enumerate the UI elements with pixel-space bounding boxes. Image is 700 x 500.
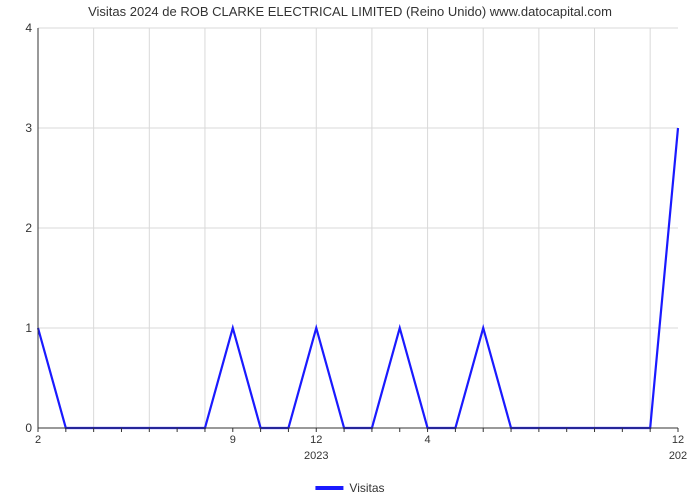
y-tick-label: 2 (25, 221, 32, 235)
legend-swatch (315, 486, 343, 490)
x-year-label: 202 (653, 450, 700, 462)
y-tick-label: 4 (25, 21, 32, 35)
y-tick-label: 0 (25, 421, 32, 435)
line-chart (0, 0, 700, 500)
x-tick-label: 4 (413, 434, 443, 446)
x-tick-label: 9 (218, 434, 248, 446)
y-tick-label: 3 (25, 121, 32, 135)
x-tick-label: 12 (301, 434, 331, 446)
chart-container: Visitas 2024 de ROB CLARKE ELECTRICAL LI… (0, 0, 700, 500)
x-year-label: 2023 (291, 450, 341, 462)
legend: Visitas (315, 481, 384, 495)
y-tick-label: 1 (25, 321, 32, 335)
x-tick-label: 12 (663, 434, 693, 446)
chart-title: Visitas 2024 de ROB CLARKE ELECTRICAL LI… (0, 4, 700, 19)
legend-label: Visitas (349, 481, 384, 495)
x-tick-label: 2 (23, 434, 53, 446)
